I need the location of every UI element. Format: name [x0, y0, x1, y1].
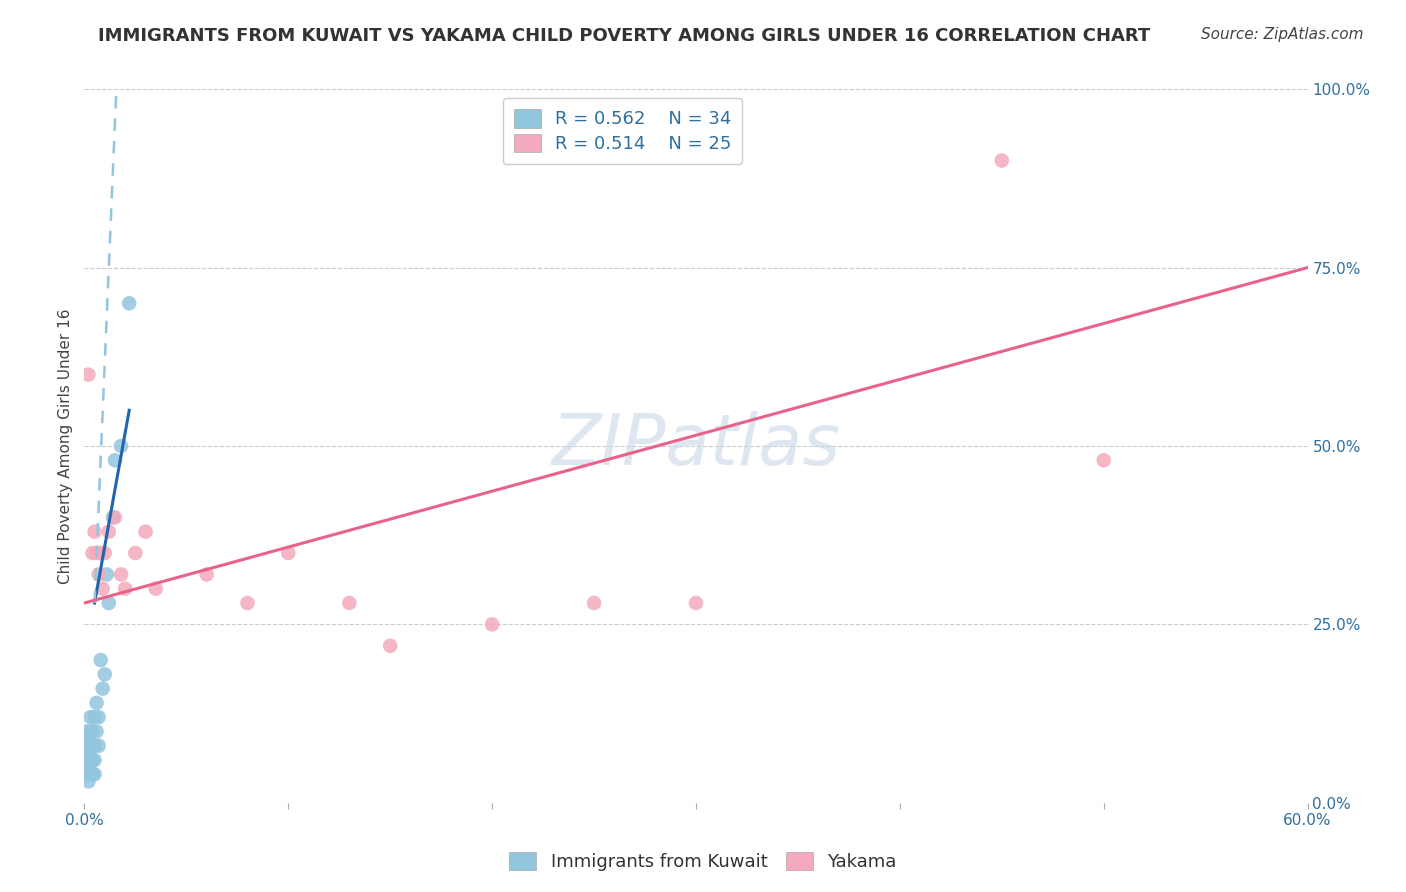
- Point: [118, 296, 141, 310]
- Text: IMMIGRANTS FROM KUWAIT VS YAKAMA CHILD POVERTY AMONG GIRLS UNDER 16 CORRELATION : IMMIGRANTS FROM KUWAIT VS YAKAMA CHILD P…: [98, 27, 1150, 45]
- Text: ZIPatlas: ZIPatlas: [551, 411, 841, 481]
- Point: [87, 567, 110, 582]
- Point: [79, 710, 101, 724]
- Point: [339, 596, 361, 610]
- Point: [79, 753, 101, 767]
- Point: [87, 710, 110, 724]
- Point: [75, 753, 97, 767]
- Point: [82, 546, 104, 560]
- Point: [96, 567, 118, 582]
- Point: [277, 546, 299, 560]
- Legend: Immigrants from Kuwait, Yakama: Immigrants from Kuwait, Yakama: [502, 845, 904, 879]
- Point: [93, 667, 115, 681]
- Point: [86, 724, 108, 739]
- Point: [83, 753, 105, 767]
- Point: [86, 546, 108, 560]
- Point: [93, 546, 115, 560]
- Point: [82, 767, 104, 781]
- Point: [991, 153, 1014, 168]
- Point: [77, 731, 100, 746]
- Point: [86, 696, 108, 710]
- Point: [91, 582, 114, 596]
- Point: [83, 739, 105, 753]
- Point: [124, 546, 146, 560]
- Point: [114, 582, 136, 596]
- Point: [104, 453, 127, 467]
- Point: [97, 524, 120, 539]
- Y-axis label: Child Poverty Among Girls Under 16: Child Poverty Among Girls Under 16: [58, 309, 73, 583]
- Point: [79, 724, 101, 739]
- Point: [75, 739, 97, 753]
- Point: [135, 524, 157, 539]
- Point: [77, 746, 100, 760]
- Point: [77, 760, 100, 774]
- Point: [583, 596, 606, 610]
- Point: [75, 724, 97, 739]
- Point: [83, 524, 105, 539]
- Point: [90, 546, 112, 560]
- Point: [82, 753, 104, 767]
- Legend: R = 0.562    N = 34, R = 0.514    N = 25: R = 0.562 N = 34, R = 0.514 N = 25: [503, 98, 742, 164]
- Point: [82, 739, 104, 753]
- Point: [97, 596, 120, 610]
- Point: [83, 767, 105, 781]
- Point: [82, 724, 104, 739]
- Point: [110, 567, 132, 582]
- Point: [77, 774, 100, 789]
- Point: [481, 617, 503, 632]
- Text: Source: ZipAtlas.com: Source: ZipAtlas.com: [1201, 27, 1364, 42]
- Point: [79, 739, 101, 753]
- Point: [87, 739, 110, 753]
- Point: [110, 439, 132, 453]
- Point: [685, 596, 707, 610]
- Point: [236, 596, 259, 610]
- Point: [104, 510, 127, 524]
- Point: [91, 681, 114, 696]
- Point: [1092, 453, 1115, 467]
- Point: [79, 767, 101, 781]
- Point: [75, 767, 97, 781]
- Point: [77, 368, 100, 382]
- Point: [145, 582, 167, 596]
- Point: [101, 510, 124, 524]
- Point: [380, 639, 402, 653]
- Point: [90, 653, 112, 667]
- Point: [83, 710, 105, 724]
- Point: [195, 567, 218, 582]
